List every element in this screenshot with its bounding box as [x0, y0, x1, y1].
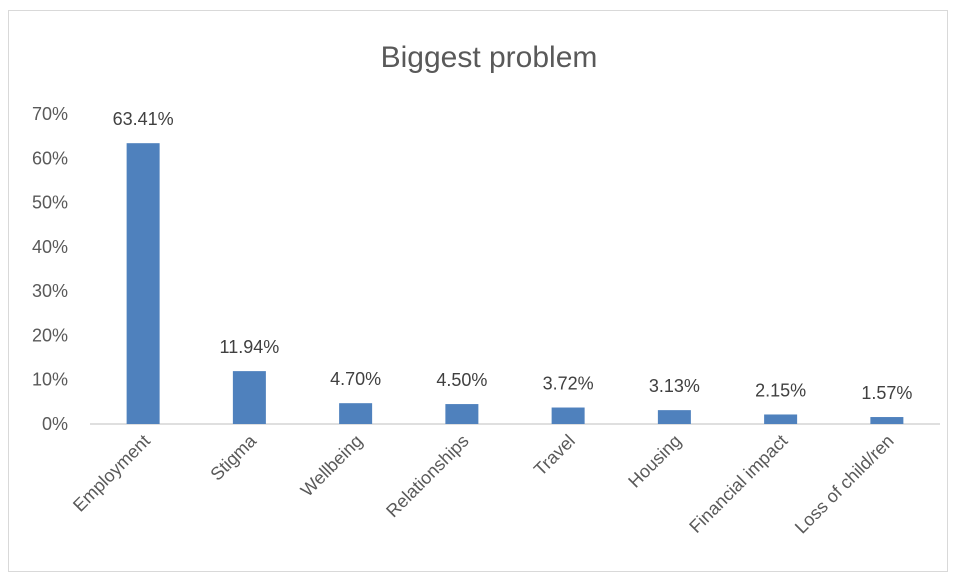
bar: [232, 371, 266, 424]
data-labels: 63.41% 11.94% 4.70% 4.50% 3.72% 3.13% 2.15% 1.5…: [113, 109, 913, 403]
y-axis: 0% 10% 20% 30% 40% 50% 60% 70%: [32, 104, 68, 434]
bar: [657, 410, 691, 424]
y-tick-label: 0%: [42, 414, 68, 434]
category-label: Relationships: [382, 431, 473, 522]
data-label: 11.94%: [220, 337, 280, 357]
chart-title: Biggest problem: [381, 41, 598, 74]
chart-frame: [8, 10, 948, 572]
y-tick-label: 70%: [32, 104, 68, 124]
y-tick-label: 20%: [32, 325, 68, 345]
y-tick-label: 30%: [32, 281, 68, 301]
data-label: 2.15%: [755, 380, 806, 400]
y-tick-label: 40%: [32, 237, 68, 257]
bars: [126, 143, 904, 425]
category-label: Financial impact: [685, 431, 791, 537]
y-tick-label: 10%: [32, 370, 68, 390]
x-axis: Employment Stigma Wellbeing Relationships Tr…: [69, 430, 898, 538]
bar: [764, 414, 798, 424]
data-label: 4.50%: [436, 370, 487, 390]
bar: [551, 407, 585, 424]
category-label: Wellbeing: [297, 431, 367, 501]
y-tick-label: 50%: [32, 193, 68, 213]
y-tick-label: 60%: [32, 148, 68, 168]
category-label: Housing: [624, 431, 685, 492]
category-label: Travel: [530, 431, 579, 480]
category-label: Employment: [69, 431, 154, 516]
data-label: 3.72%: [543, 374, 594, 394]
data-label: 1.57%: [861, 383, 912, 403]
bar: [339, 403, 373, 424]
data-label: 3.13%: [649, 376, 700, 396]
category-label: Stigma: [206, 430, 260, 484]
data-label: 63.41%: [113, 109, 174, 129]
bar: [126, 143, 160, 425]
data-label: 4.70%: [330, 369, 381, 389]
bar: [445, 404, 479, 424]
category-label: Loss of child/ren: [791, 431, 898, 538]
bar: [870, 417, 904, 424]
